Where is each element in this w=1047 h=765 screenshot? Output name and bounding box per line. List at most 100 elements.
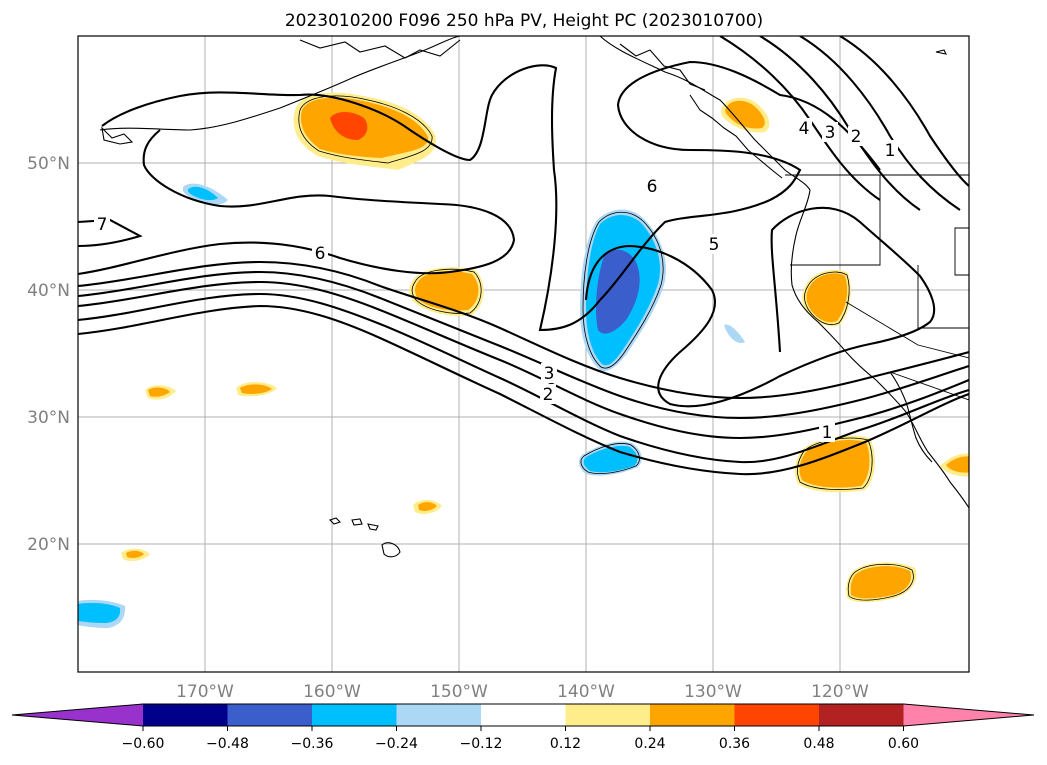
colorbar-segments [12,704,1034,726]
coastlines [99,36,969,558]
colorbar: −0.60 −0.48 −0.36 −0.24 −0.12 0.12 0.24 0.36 0.4… [11,703,1035,752]
pv-positive-california [802,270,851,327]
pv-dot-mid [148,387,170,397]
alaska-peninsula [299,39,461,59]
pv-edge [797,437,873,490]
contour-label-bg [848,126,864,146]
pv-contour-high [596,249,640,334]
contour-label-bg [819,422,835,442]
pv-positive-subtropical [794,435,875,493]
contour-label-1-upper: 1 [885,141,896,161]
contour-label-6-west: 6 [315,244,326,264]
contour-0 [78,304,969,476]
colorbar-tick-label: −0.12 [460,736,503,752]
contour-label-3-upper: 3 [825,123,836,143]
aleutian-arc [99,36,461,131]
pv-edge [298,95,433,164]
pv-edge [582,211,664,369]
colorbar-tick-label: 0.12 [550,736,581,752]
pv-positive-tropical [846,562,917,603]
colorbar-tick-label: −0.24 [375,736,418,752]
contour-6-east [599,60,881,301]
contour-label-3: 3 [544,364,555,384]
contour-label-6-east: 6 [647,177,658,197]
colorbar-tick-label: 0.48 [803,736,834,752]
colorbar-segment [396,704,482,726]
colorbar-extend-low [12,704,143,726]
contour-4 [78,260,969,400]
contour-label-bg [540,384,556,404]
contour-6-loop [78,129,516,276]
lon-label-120w: 120°W [811,682,869,702]
contour-label-2-upper: 2 [851,127,862,147]
pv-positive-central [409,267,484,316]
pv-contour-mid [850,566,912,599]
pv-negative-small-east [724,324,745,344]
pv-dot-mid [126,550,144,558]
lat-label-50n: 50°N [27,154,70,174]
pv-edge [804,271,850,325]
contour-label-5: 5 [709,235,720,255]
pv-negative-edge-west [78,599,126,628]
contour-7 [78,218,143,248]
pv-contour-mid [415,270,479,311]
pv-contour-high [330,112,368,140]
colorbar-segment [481,704,566,726]
pv-negative-cutoff [580,209,666,372]
contour-label-1: 1 [822,423,833,443]
contour-2-upper [799,36,961,211]
lat-label-40n: 40°N [27,281,70,301]
pv-anomaly-fills [78,92,969,628]
pv-positive-gulf [721,97,770,133]
contour-label-bg [706,234,722,254]
pv-negative-south [578,441,642,476]
colorbar-extend-high [903,704,1034,726]
bc-islands [689,94,783,179]
lat-label-30n: 30°N [27,408,70,428]
contour-label-bg [796,118,812,138]
pv-positive-small-dots [121,382,442,562]
contour-label-4: 4 [799,119,810,139]
lon-label-170w: 170°W [176,682,234,702]
colorbar-segment [734,704,820,726]
longitude-labels: 170°W 160°W 150°W 140°W 130°W 120°W [176,682,869,702]
figure-title: 2023010200 F096 250 hPa PV, Height PC (2… [285,11,763,31]
contour-label-2: 2 [543,385,554,405]
pv-contour-mid [187,186,218,201]
border-states-west [790,175,881,266]
hawaii-oahu [351,518,363,526]
latitude-labels: 50°N 40°N 30°N 20°N [27,154,70,555]
hawaii-big-island [381,542,401,558]
colorbar-segment [565,704,651,726]
colorbar-tick-label: −0.48 [206,736,249,752]
contour-label-bg [882,140,898,160]
pv-positive-aleutian [293,92,436,170]
contour-1-upper [839,36,969,187]
contour-label-bg [94,213,110,233]
lon-label-130w: 130°W [684,682,742,702]
colorbar-segment [312,704,397,726]
border-nevada-arizona [845,301,969,359]
contour-label-7: 7 [97,215,108,235]
colorbar-segment [650,704,735,726]
border-states-mid [917,265,969,329]
gulf-islands [619,43,706,91]
pv-contour-mid [799,440,870,488]
island-ne [935,49,947,55]
colorbar-tick-label: 0.24 [634,736,665,752]
colorbar-outline [11,703,1035,727]
colorbar-tick-label: −0.36 [291,736,334,752]
map-frame [77,35,970,673]
contour-label-bg [312,242,328,262]
colorbar-segment [819,704,904,726]
border-states-east [954,227,969,276]
lon-label-140w: 140°W [557,682,615,702]
lon-label-160w: 160°W [303,682,361,702]
pv-negative-small-west [182,183,228,205]
hawaii-maui [367,523,379,531]
colorbar-ticks: −0.60 −0.48 −0.36 −0.24 −0.12 0.12 0.24 0.36 0.4… [122,726,919,752]
lat-label-20n: 20°N [27,535,70,555]
contour-label-bg [644,176,660,196]
pv-edge [580,443,640,474]
